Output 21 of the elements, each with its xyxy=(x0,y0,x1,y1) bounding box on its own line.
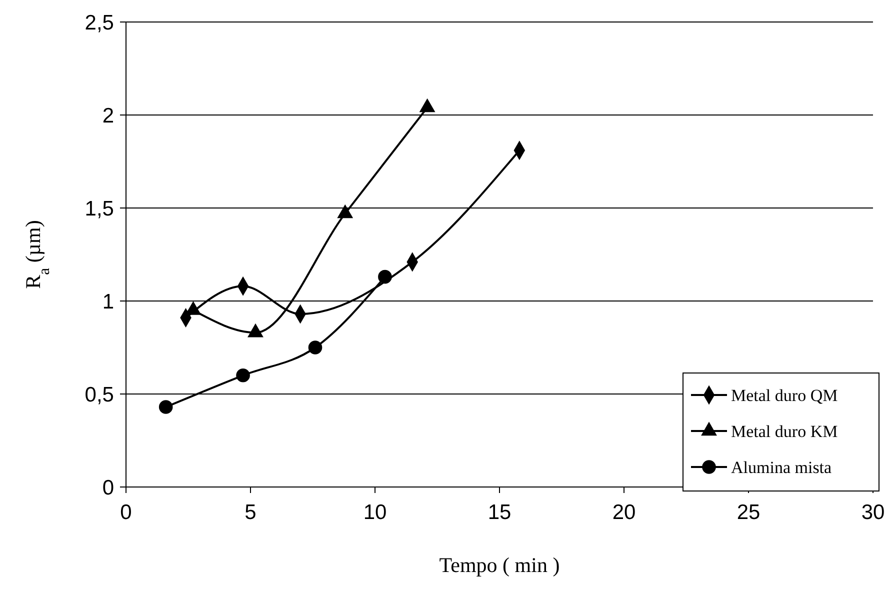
point xyxy=(236,368,250,382)
point xyxy=(378,270,392,284)
y-tick-label: 0,5 xyxy=(84,383,114,406)
legend-label: Metal duro KM xyxy=(731,422,838,441)
y-tick-label: 1 xyxy=(102,290,114,314)
x-tick-label: 20 xyxy=(612,501,636,524)
x-axis-title: Tempo ( min ) xyxy=(439,553,560,577)
x-tick-label: 10 xyxy=(363,501,387,524)
x-tick-label: 0 xyxy=(120,501,132,524)
legend-label: Alumina mista xyxy=(731,458,832,477)
y-tick-label: 1,5 xyxy=(84,197,114,220)
point xyxy=(308,340,322,354)
y-tick-label: 0 xyxy=(102,476,114,500)
x-tick-label: 15 xyxy=(488,501,512,524)
x-tick-label: 5 xyxy=(244,501,256,524)
y-tick-label: 2,5 xyxy=(84,11,114,34)
x-tick-label: 30 xyxy=(861,501,885,524)
point xyxy=(158,400,173,414)
legend-label: Metal duro QM xyxy=(731,386,838,405)
y-tick-label: 2 xyxy=(102,104,114,128)
x-tick-label: 25 xyxy=(736,501,760,524)
